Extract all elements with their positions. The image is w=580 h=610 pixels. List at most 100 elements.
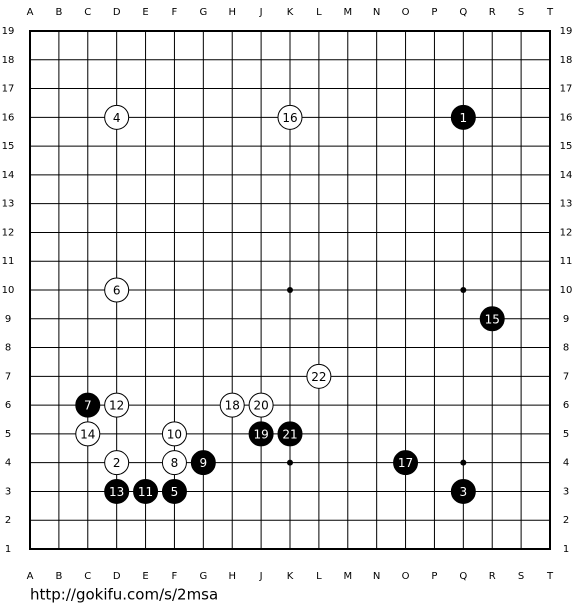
stone	[104, 392, 130, 418]
row-label: 10	[2, 285, 15, 296]
row-label: 5	[563, 429, 569, 440]
stone	[219, 392, 245, 418]
row-label: 13	[2, 199, 15, 210]
column-label: E	[142, 7, 148, 18]
stone	[161, 450, 187, 476]
column-label: A	[27, 571, 34, 582]
column-label: Q	[459, 571, 467, 582]
row-label: 9	[5, 314, 11, 325]
stone	[450, 478, 476, 504]
stone	[133, 478, 159, 504]
column-label: D	[113, 7, 121, 18]
row-label: 5	[5, 429, 11, 440]
column-label: Q	[459, 7, 467, 18]
row-label: 6	[563, 400, 569, 411]
move-number: 1	[460, 111, 468, 125]
row-label: 4	[5, 458, 11, 469]
move-number: 14	[80, 427, 95, 441]
move-number: 17	[398, 456, 413, 470]
column-label: F	[172, 7, 178, 18]
column-label: P	[431, 7, 437, 18]
column-label: J	[259, 571, 263, 582]
row-label: 16	[2, 112, 15, 123]
stone	[190, 450, 216, 476]
stone	[277, 104, 303, 130]
row-label: 9	[563, 314, 569, 325]
stone	[75, 421, 101, 447]
move-number: 2	[113, 456, 121, 470]
star-point	[287, 459, 293, 466]
column-label: J	[259, 7, 263, 18]
row-label: 12	[560, 227, 573, 238]
column-label: E	[142, 571, 148, 582]
row-label: 1	[5, 544, 11, 555]
column-label: D	[113, 571, 121, 582]
row-label: 8	[5, 343, 11, 354]
star-point	[460, 459, 467, 466]
stone	[104, 104, 130, 130]
row-label: 7	[563, 371, 569, 382]
column-label: R	[489, 571, 496, 582]
row-label: 15	[560, 141, 573, 152]
column-label: H	[228, 571, 236, 582]
row-label: 14	[2, 170, 15, 181]
column-label: N	[373, 7, 380, 18]
stone	[248, 392, 274, 418]
column-label: A	[27, 7, 34, 18]
move-number: 22	[311, 370, 326, 384]
column-label: C	[84, 7, 91, 18]
row-label: 4	[563, 458, 569, 469]
stone	[161, 478, 187, 504]
stone	[104, 478, 130, 504]
row-label: 8	[563, 343, 569, 354]
column-label: L	[316, 571, 322, 582]
move-number: 11	[138, 485, 153, 499]
column-label: O	[402, 7, 410, 18]
column-label: N	[373, 571, 380, 582]
row-label: 7	[5, 371, 11, 382]
row-label: 13	[560, 199, 573, 210]
row-label: 3	[563, 486, 569, 497]
move-number: 8	[171, 456, 179, 470]
move-number: 4	[113, 111, 121, 125]
stone	[393, 450, 419, 476]
move-number: 10	[167, 427, 182, 441]
row-label: 15	[2, 141, 15, 152]
column-label: H	[228, 7, 236, 18]
row-label: 11	[2, 256, 15, 267]
column-label: T	[546, 571, 554, 582]
move-number: 9	[200, 456, 208, 470]
column-label: M	[343, 7, 352, 18]
row-label: 1	[563, 544, 569, 555]
stone	[450, 104, 476, 130]
move-number: 6	[113, 284, 121, 298]
stone	[248, 421, 274, 447]
move-number: 7	[84, 399, 92, 413]
stone	[479, 306, 505, 332]
column-label: L	[316, 7, 322, 18]
stone	[161, 421, 187, 447]
column-label: K	[287, 571, 294, 582]
column-label: P	[431, 571, 437, 582]
column-label: M	[343, 571, 352, 582]
column-label: T	[546, 7, 554, 18]
row-label: 6	[5, 400, 11, 411]
column-label: F	[172, 571, 178, 582]
row-label: 17	[2, 84, 15, 95]
column-label: B	[55, 571, 62, 582]
row-label: 19	[2, 26, 15, 37]
column-label: B	[55, 7, 62, 18]
stone	[75, 392, 101, 418]
move-number: 13	[109, 485, 124, 499]
game-url[interactable]: http://gokifu.com/s/2msa	[30, 586, 218, 604]
column-label: G	[199, 7, 207, 18]
row-label: 18	[2, 55, 15, 66]
row-label: 2	[563, 515, 569, 526]
move-number: 5	[171, 485, 179, 499]
stone	[306, 363, 332, 389]
column-label: R	[489, 7, 496, 18]
stone	[104, 277, 130, 303]
stone	[277, 421, 303, 447]
row-label: 12	[2, 227, 15, 238]
